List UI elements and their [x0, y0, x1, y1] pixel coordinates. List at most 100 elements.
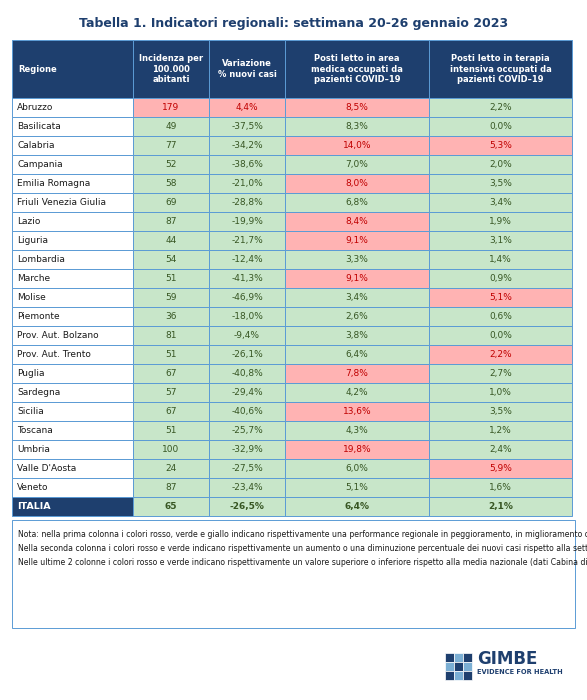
Text: 2,7%: 2,7% [489, 369, 512, 378]
Text: Nelle ultime 2 colonne i colori rosso e verde indicano rispettivamente un valore: Nelle ultime 2 colonne i colori rosso e … [18, 558, 587, 567]
Bar [209, 155, 285, 174]
Text: 1,2%: 1,2% [489, 426, 512, 435]
Text: -25,7%: -25,7% [231, 426, 263, 435]
Bar [133, 40, 209, 98]
Text: 5,1%: 5,1% [489, 293, 512, 302]
Text: 67: 67 [166, 407, 177, 416]
Text: 179: 179 [163, 103, 180, 112]
Text: 13,6%: 13,6% [343, 407, 371, 416]
Bar [12, 345, 133, 364]
Bar [209, 345, 285, 364]
Bar [12, 269, 133, 288]
Text: -19,9%: -19,9% [231, 217, 263, 226]
Text: 6,8%: 6,8% [345, 198, 368, 207]
Text: 2,1%: 2,1% [488, 502, 513, 511]
Bar [285, 193, 429, 212]
Text: 3,5%: 3,5% [489, 179, 512, 188]
Bar [285, 345, 429, 364]
Text: 52: 52 [166, 160, 177, 169]
Bar [429, 269, 572, 288]
Text: 36: 36 [166, 312, 177, 321]
Bar [12, 383, 133, 402]
Text: 1,0%: 1,0% [489, 388, 512, 397]
Text: -41,3%: -41,3% [231, 274, 263, 283]
Text: 9,1%: 9,1% [345, 236, 368, 245]
Bar [133, 212, 209, 231]
Text: 8,4%: 8,4% [346, 217, 368, 226]
Text: -40,6%: -40,6% [231, 407, 263, 416]
Text: 100: 100 [163, 445, 180, 454]
Text: -26,5%: -26,5% [230, 502, 265, 511]
Bar [285, 326, 429, 345]
Text: -26,1%: -26,1% [231, 350, 263, 359]
Bar [12, 117, 133, 136]
Bar [209, 288, 285, 307]
Text: -46,9%: -46,9% [231, 293, 263, 302]
Bar [429, 40, 572, 98]
Text: Friuli Venezia Giulia: Friuli Venezia Giulia [17, 198, 106, 207]
Bar [429, 136, 572, 155]
Text: -21,7%: -21,7% [231, 236, 263, 245]
Bar [285, 136, 429, 155]
Bar [285, 231, 429, 250]
Text: ITALIA: ITALIA [17, 502, 50, 511]
Bar [429, 288, 572, 307]
Text: 69: 69 [166, 198, 177, 207]
Text: 1,4%: 1,4% [489, 255, 512, 264]
Bar [429, 250, 572, 269]
Bar [429, 98, 572, 117]
Bar [12, 231, 133, 250]
Bar [454, 652, 463, 662]
Text: 3,1%: 3,1% [489, 236, 512, 245]
Bar [209, 136, 285, 155]
Bar [209, 40, 285, 98]
Bar [285, 40, 429, 98]
Text: 87: 87 [166, 483, 177, 492]
Bar [285, 402, 429, 421]
Bar [463, 662, 472, 671]
Text: 54: 54 [166, 255, 177, 264]
Bar [133, 98, 209, 117]
Text: 57: 57 [166, 388, 177, 397]
Text: 87: 87 [166, 217, 177, 226]
Bar [429, 345, 572, 364]
Bar [133, 402, 209, 421]
Text: 6,0%: 6,0% [345, 464, 368, 473]
Text: 9,1%: 9,1% [345, 274, 368, 283]
Bar [209, 478, 285, 497]
Text: 59: 59 [166, 293, 177, 302]
Bar [12, 136, 133, 155]
Bar [133, 383, 209, 402]
Text: GIMBE: GIMBE [477, 650, 537, 668]
Text: 2,2%: 2,2% [489, 103, 512, 112]
Text: 2,0%: 2,0% [489, 160, 512, 169]
Text: -40,8%: -40,8% [231, 369, 263, 378]
Bar [285, 440, 429, 459]
Bar [12, 459, 133, 478]
Bar [133, 440, 209, 459]
Text: 0,0%: 0,0% [489, 331, 512, 340]
Text: 51: 51 [166, 350, 177, 359]
Bar [12, 212, 133, 231]
Bar [429, 364, 572, 383]
Text: -38,6%: -38,6% [231, 160, 263, 169]
Text: Umbria: Umbria [17, 445, 50, 454]
Bar [429, 497, 572, 516]
Bar [429, 459, 572, 478]
Bar [209, 307, 285, 326]
Bar [133, 364, 209, 383]
Bar [445, 662, 454, 671]
Bar [285, 478, 429, 497]
Text: Marche: Marche [17, 274, 50, 283]
Text: Veneto: Veneto [17, 483, 49, 492]
Bar [285, 364, 429, 383]
Text: 5,3%: 5,3% [489, 141, 512, 150]
Text: Variazione
% nuovi casi: Variazione % nuovi casi [218, 60, 276, 78]
Text: 1,9%: 1,9% [489, 217, 512, 226]
Bar [133, 326, 209, 345]
Bar [209, 402, 285, 421]
Bar [429, 402, 572, 421]
Bar [285, 383, 429, 402]
Bar [133, 117, 209, 136]
Bar [429, 326, 572, 345]
